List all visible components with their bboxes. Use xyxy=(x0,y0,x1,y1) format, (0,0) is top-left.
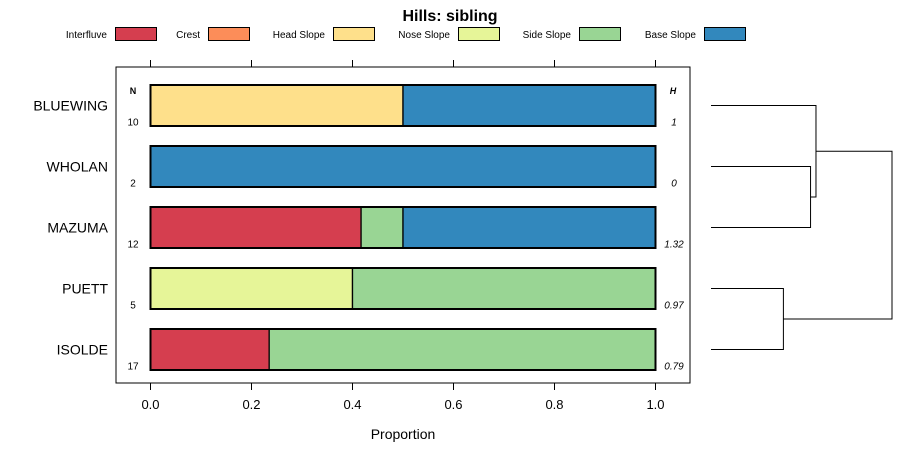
category-label-puett: PUETT xyxy=(62,281,108,297)
legend-swatch-base-slope xyxy=(704,27,746,41)
dendrogram-link-4 xyxy=(783,150,893,320)
chart-title: Hills: sibling xyxy=(402,8,497,25)
h-column-header: H xyxy=(670,86,677,96)
n-label-isolde: 17 xyxy=(127,362,139,373)
bar-outline-puett xyxy=(149,267,657,310)
x-tick-label: 0.0 xyxy=(141,397,159,412)
legend-label-nose-slope: Nose Slope xyxy=(398,30,450,41)
bar-mazuma-side-slope xyxy=(360,206,404,249)
h-labels: 1 0 1.32 0.97 0.79 xyxy=(664,118,684,373)
legend-swatch-crest xyxy=(208,27,250,41)
bar-outline-wholan xyxy=(149,145,657,188)
legend-label-side-slope: Side Slope xyxy=(523,30,572,41)
legend-label-base-slope: Base Slope xyxy=(645,30,697,41)
legend: Interfluve Crest Head Slope Nose Slope Side … xyxy=(66,27,746,41)
n-column-header: N xyxy=(130,86,137,96)
bar-wholan-base-slope xyxy=(149,145,657,188)
category-label-isolde: ISOLDE xyxy=(57,342,108,358)
bar-puett-side-slope xyxy=(351,267,657,310)
legend-swatch-side-slope xyxy=(579,27,621,41)
n-label-wholan: 2 xyxy=(130,179,136,190)
bar-outline-mazuma xyxy=(149,206,657,249)
n-label-mazuma: 12 xyxy=(127,240,139,251)
bar-outline-bluewing xyxy=(149,84,657,127)
n-label-bluewing: 10 xyxy=(127,118,139,129)
bar-puett-nose-slope xyxy=(149,267,354,310)
h-label-bluewing: 1 xyxy=(671,118,677,129)
x-axis-label: Proportion xyxy=(371,426,436,442)
legend-label-interfluve: Interfluve xyxy=(66,30,108,41)
x-tick-label: 0.4 xyxy=(343,397,361,412)
category-label-wholan: WHOLAN xyxy=(47,159,108,175)
legend-label-head-slope: Head Slope xyxy=(273,30,326,41)
bar-outline-isolde xyxy=(149,328,657,371)
bar-bluewing-head-slope xyxy=(149,84,404,127)
bar-isolde-interfluve xyxy=(149,328,270,371)
x-tick-label: 1.0 xyxy=(646,397,664,412)
plot-frame xyxy=(115,66,691,384)
x-tick-label: 0.2 xyxy=(242,397,260,412)
legend-swatch-interfluve xyxy=(115,27,157,41)
dendrogram-link-2 xyxy=(711,105,817,198)
h-label-isolde: 0.79 xyxy=(664,362,684,373)
category-label-bluewing: BLUEWING xyxy=(33,98,108,114)
bar-mazuma-base-slope xyxy=(402,206,657,249)
legend-label-crest: Crest xyxy=(176,30,200,41)
x-tick-label: 0.6 xyxy=(444,397,462,412)
h-label-mazuma: 1.32 xyxy=(664,240,684,251)
dendrogram-link-1 xyxy=(711,166,812,228)
x-axis: 0.0 0.2 0.4 0.6 0.8 1.0 xyxy=(141,60,665,412)
h-label-wholan: 0 xyxy=(671,179,677,190)
dendrogram-link-3 xyxy=(711,288,784,350)
bar-mazuma-interfluve xyxy=(149,206,362,249)
legend-swatch-nose-slope xyxy=(458,27,500,41)
n-label-puett: 5 xyxy=(130,301,136,312)
x-tick-label: 0.8 xyxy=(545,397,563,412)
category-labels: BLUEWING WHOLAN MAZUMA PUETT ISOLDE xyxy=(33,98,108,358)
h-label-puett: 0.97 xyxy=(664,301,684,312)
dendrogram xyxy=(711,105,893,350)
legend-swatch-head-slope xyxy=(333,27,375,41)
bar-bluewing-base-slope xyxy=(402,84,657,127)
n-labels: 10 2 12 5 17 xyxy=(127,118,139,373)
category-label-mazuma: MAZUMA xyxy=(47,220,108,236)
bar-isolde-side-slope xyxy=(268,328,657,371)
bar-segments xyxy=(149,84,657,371)
